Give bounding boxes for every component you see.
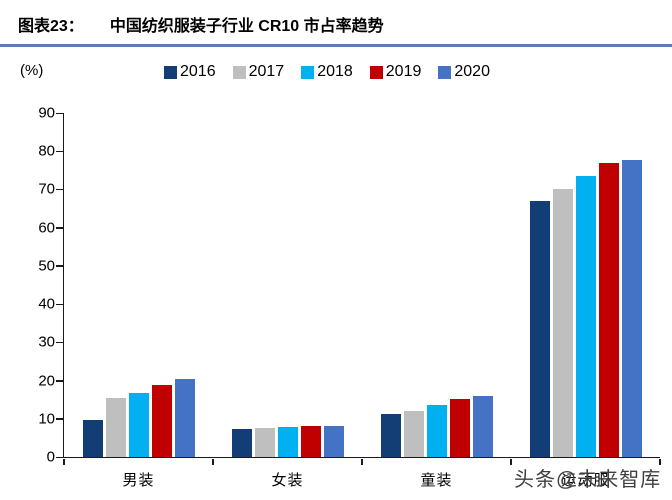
- bar-2018: [426, 405, 447, 457]
- x-axis-tick-mark: [510, 459, 512, 465]
- bar-2018: [277, 427, 298, 457]
- y-axis-tick-mark: [56, 341, 63, 344]
- title-underline-rule: [0, 44, 672, 47]
- y-axis-tick-label: 10: [38, 410, 55, 428]
- y-axis-tick-mark: [56, 227, 63, 229]
- x-axis-category-label: 男装: [122, 472, 155, 489]
- y-axis-tick-label: 70: [38, 180, 55, 198]
- legend-swatch-icon: [369, 65, 383, 79]
- legend-label: 2019: [385, 63, 422, 80]
- y-axis-tick-label: 0: [46, 448, 55, 466]
- y-axis-tick-label: 30: [38, 333, 55, 351]
- legend-item-2017: 2017: [232, 63, 285, 81]
- bar-group: [64, 113, 213, 457]
- legend-label: 2016: [180, 63, 216, 80]
- x-axis-labels: 男装 女装 童装 运动服: [64, 469, 660, 490]
- bar-2017: [105, 397, 126, 457]
- figure-title: 中国纺织服装子行业 CR10 市占率趋势: [109, 18, 384, 35]
- x-axis-category-label: 童装: [420, 472, 453, 489]
- legend-item-2020: 2020: [438, 63, 490, 81]
- bar-groups: [64, 113, 660, 457]
- y-axis-tick-label: 40: [38, 295, 55, 313]
- y-axis-tick-mark: [56, 265, 63, 267]
- bar-2020: [472, 396, 493, 457]
- y-axis-tick-label: 90: [38, 104, 55, 122]
- bar-2018: [128, 393, 149, 457]
- x-axis-tick-mark: [361, 459, 363, 465]
- bar-2019: [449, 398, 470, 457]
- x-axis-category-label: 女装: [271, 472, 304, 489]
- bar-2017: [254, 428, 275, 457]
- bar-group: [213, 113, 362, 457]
- y-axis-tick-label: 50: [38, 257, 55, 275]
- watermark-text: 头条@未来智库: [514, 469, 662, 491]
- y-axis-tick-mark: [56, 456, 63, 458]
- legend-swatch-icon: [301, 65, 315, 79]
- y-axis-unit-label: (%): [20, 62, 44, 79]
- bar-2020: [323, 425, 344, 457]
- y-axis-tick-label: 80: [38, 142, 55, 160]
- y-axis-tick-mark: [56, 380, 63, 382]
- y-axis-tick-label: 60: [38, 219, 55, 237]
- figure-header: 图表23： 中国纺织服装子行业 CR10 市占率趋势: [18, 12, 384, 36]
- bar-2016: [529, 200, 550, 457]
- bar-2016: [82, 419, 103, 457]
- bar-2017: [403, 411, 424, 457]
- y-axis-tick-mark: [56, 188, 63, 191]
- legend-item-2018: 2018: [301, 63, 353, 81]
- x-axis-tick-mark: [63, 459, 65, 465]
- bar-2020: [621, 159, 642, 457]
- bar-2018: [575, 176, 596, 457]
- figure-number-label: 图表23：: [18, 18, 84, 35]
- bar-2016: [380, 413, 401, 457]
- legend-item-2019: 2019: [369, 63, 422, 81]
- bar-2016: [231, 429, 252, 457]
- bar-2019: [598, 162, 619, 457]
- bar-2019: [151, 384, 172, 457]
- bar-group: [511, 113, 660, 457]
- y-axis-tick-mark: [56, 112, 63, 114]
- bar-group: [362, 113, 511, 457]
- legend: 2016 2017 2018 2019 2020: [164, 63, 490, 81]
- legend-swatch-icon: [164, 65, 177, 79]
- y-axis-tick-mark: [56, 303, 63, 306]
- bar-2020: [174, 379, 195, 457]
- legend-swatch-icon: [232, 65, 246, 79]
- legend-label: 2018: [317, 63, 353, 80]
- bar-2017: [552, 189, 573, 457]
- bar-2019: [300, 426, 321, 457]
- plot-area: 男装 女装 童装 运动服 0 10 20 30 40 50 60 70 80 90: [38, 106, 661, 489]
- legend-label: 2020: [454, 63, 490, 80]
- x-axis-tick-mark: [659, 459, 661, 465]
- legend-label: 2017: [248, 63, 285, 80]
- y-axis-tick-mark: [56, 418, 63, 420]
- y-axis-tick-label: 20: [38, 372, 55, 390]
- x-axis-tick-mark: [212, 459, 214, 465]
- x-axis-category-label: 运动服: [561, 472, 610, 489]
- y-axis-tick-mark: [56, 150, 63, 153]
- legend-item-2016: 2016: [164, 63, 216, 81]
- legend-swatch-icon: [438, 65, 452, 79]
